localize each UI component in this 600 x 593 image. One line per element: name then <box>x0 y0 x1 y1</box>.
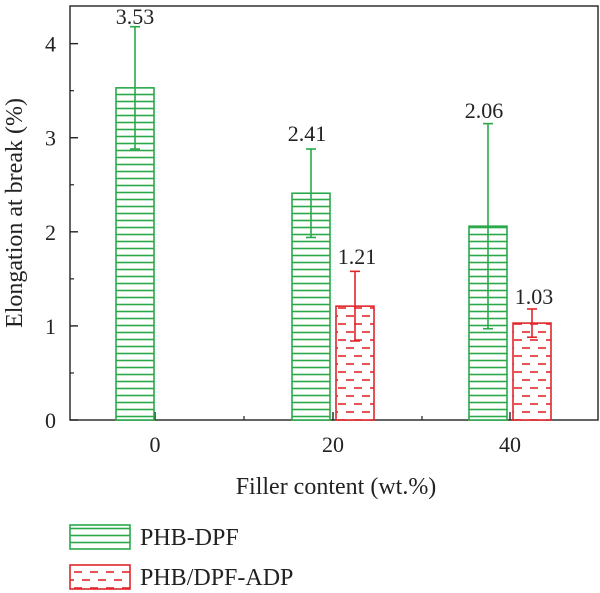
data-label: 1.03 <box>515 284 554 309</box>
bar <box>512 322 552 421</box>
x-tick-label: 0 <box>150 432 161 457</box>
legend: PHB-DPF PHB/DPF-ADP <box>69 524 293 591</box>
legend-label: PHB-DPF <box>140 525 239 551</box>
y-axis-label: Elongation at break (%) <box>2 98 28 328</box>
y-tick-label: 4 <box>45 32 56 57</box>
y-tick-label: 1 <box>45 314 56 339</box>
x-axis: 0 20 40 <box>150 412 521 457</box>
data-labels-layer: 3.53 2.41 2.06 1.21 1.03 <box>116 4 554 309</box>
x-tick-label: 40 <box>499 432 521 457</box>
legend-swatch <box>69 524 131 550</box>
legend-label: PHB/DPF-ADP <box>140 565 293 591</box>
x-axis-label: Filler content (wt.%) <box>236 474 437 500</box>
x-tick-label: 20 <box>322 432 344 457</box>
bars-layer <box>115 87 552 421</box>
data-label: 3.53 <box>116 4 155 29</box>
data-label: 2.06 <box>465 98 504 123</box>
y-tick-label: 0 <box>45 408 56 433</box>
plot-border <box>69 5 599 421</box>
data-label: 2.41 <box>288 121 327 146</box>
data-label: 1.21 <box>338 244 377 269</box>
y-tick-label: 2 <box>45 220 56 245</box>
error-bars-layer <box>130 25 537 342</box>
y-axis: 0 1 2 3 4 <box>45 32 78 433</box>
plot-frame <box>69 5 599 421</box>
y-tick-label: 3 <box>45 126 56 151</box>
legend-swatch <box>69 564 131 590</box>
